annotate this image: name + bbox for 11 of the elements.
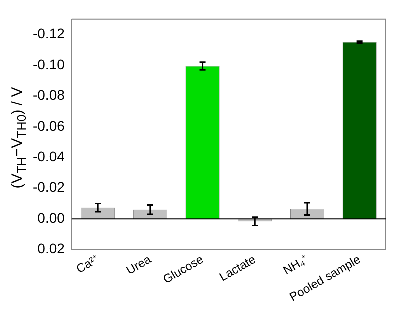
y-tick-label: -0.10 bbox=[32, 56, 66, 72]
y-tick-label: -0.08 bbox=[32, 87, 66, 104]
x-tick-label: Ca²⁺ bbox=[74, 252, 102, 276]
y-tick-label: -0.02 bbox=[32, 179, 66, 196]
x-tick-label: NH₄⁺ bbox=[280, 252, 311, 278]
y-tick-label: -0.04 bbox=[32, 148, 66, 165]
y-tick-label: 0.00 bbox=[38, 210, 66, 226]
y-tick-label: -0.12 bbox=[32, 26, 66, 42]
y-tick-label: 0.02 bbox=[38, 240, 66, 257]
y-tick-label: -0.06 bbox=[32, 118, 66, 134]
x-tick-label: Urea bbox=[124, 252, 154, 278]
